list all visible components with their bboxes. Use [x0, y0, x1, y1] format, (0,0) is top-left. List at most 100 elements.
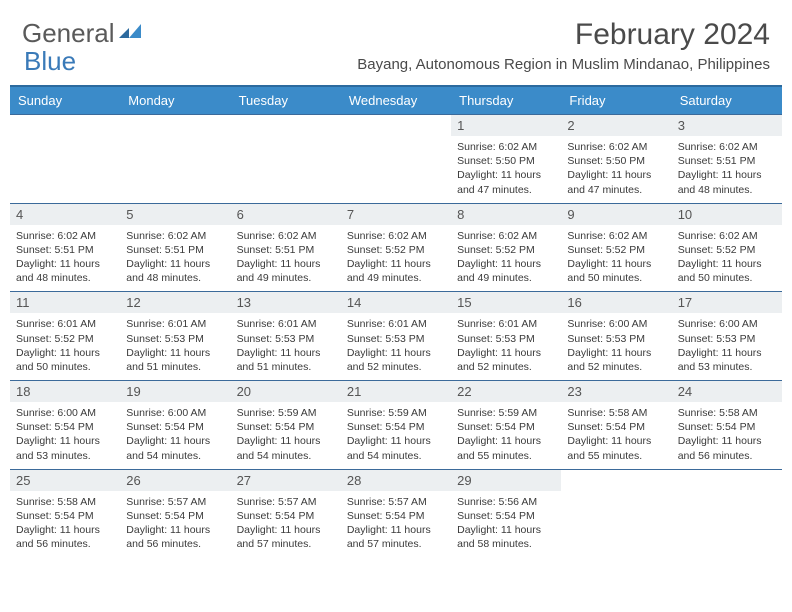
sunset-text: Sunset: 5:53 PM — [347, 332, 445, 346]
day-header: Monday — [120, 86, 230, 115]
calendar-cell — [561, 469, 671, 557]
sunset-text: Sunset: 5:54 PM — [678, 420, 776, 434]
daylight-text: Daylight: 11 hours and 50 minutes. — [678, 257, 776, 285]
sunset-text: Sunset: 5:53 PM — [678, 332, 776, 346]
calendar-cell: 29Sunrise: 5:56 AMSunset: 5:54 PMDayligh… — [451, 469, 561, 557]
sunrise-text: Sunrise: 6:00 AM — [126, 406, 224, 420]
day-number: 15 — [451, 292, 561, 313]
day-number: 22 — [451, 381, 561, 402]
calendar-cell — [672, 469, 782, 557]
day-number: 11 — [10, 292, 120, 313]
sunset-text: Sunset: 5:53 PM — [126, 332, 224, 346]
calendar-cell: 12Sunrise: 6:01 AMSunset: 5:53 PMDayligh… — [120, 292, 230, 381]
day-header: Thursday — [451, 86, 561, 115]
sunset-text: Sunset: 5:54 PM — [347, 420, 445, 434]
day-content: Sunrise: 5:59 AMSunset: 5:54 PMDaylight:… — [231, 402, 341, 469]
sunset-text: Sunset: 5:54 PM — [457, 509, 555, 523]
day-number: 14 — [341, 292, 451, 313]
day-number: 21 — [341, 381, 451, 402]
daylight-text: Daylight: 11 hours and 54 minutes. — [237, 434, 335, 462]
calendar-cell: 21Sunrise: 5:59 AMSunset: 5:54 PMDayligh… — [341, 381, 451, 470]
day-content: Sunrise: 6:02 AMSunset: 5:51 PMDaylight:… — [120, 225, 230, 292]
day-number: 24 — [672, 381, 782, 402]
calendar-week-row: 25Sunrise: 5:58 AMSunset: 5:54 PMDayligh… — [10, 469, 782, 557]
day-content: Sunrise: 6:02 AMSunset: 5:51 PMDaylight:… — [10, 225, 120, 292]
day-header: Saturday — [672, 86, 782, 115]
day-content: Sunrise: 6:02 AMSunset: 5:50 PMDaylight:… — [561, 136, 671, 203]
day-number: 19 — [120, 381, 230, 402]
day-content: Sunrise: 6:02 AMSunset: 5:51 PMDaylight:… — [231, 225, 341, 292]
calendar-cell: 10Sunrise: 6:02 AMSunset: 5:52 PMDayligh… — [672, 203, 782, 292]
logo-flag-icon — [119, 24, 141, 47]
calendar-table: Sunday Monday Tuesday Wednesday Thursday… — [10, 85, 782, 557]
logo-blue-wrap: Blue — [24, 46, 76, 77]
day-number: 26 — [120, 470, 230, 491]
sunrise-text: Sunrise: 6:00 AM — [567, 317, 665, 331]
calendar-cell: 7Sunrise: 6:02 AMSunset: 5:52 PMDaylight… — [341, 203, 451, 292]
calendar-cell: 3 Sunrise: 6:02 AMSunset: 5:51 PMDaylight… — [672, 115, 782, 204]
sunrise-text: Sunrise: 6:02 AM — [678, 229, 776, 243]
calendar-cell: 18Sunrise: 6:00 AMSunset: 5:54 PMDayligh… — [10, 381, 120, 470]
daylight-text: Daylight: 11 hours and 48 minutes. — [678, 168, 776, 196]
daylight-text: Daylight: 11 hours and 53 minutes. — [678, 346, 776, 374]
sunrise-text: Sunrise: 6:02 AM — [16, 229, 114, 243]
daylight-text: Daylight: 11 hours and 48 minutes. — [126, 257, 224, 285]
day-content: Sunrise: 6:01 AMSunset: 5:53 PMDaylight:… — [120, 313, 230, 380]
sunrise-text: Sunrise: 5:58 AM — [678, 406, 776, 420]
day-content: Sunrise: 6:00 AMSunset: 5:53 PMDaylight:… — [672, 313, 782, 380]
sunrise-text: Sunrise: 5:57 AM — [347, 495, 445, 509]
sunset-text: Sunset: 5:54 PM — [16, 420, 114, 434]
sunset-text: Sunset: 5:53 PM — [237, 332, 335, 346]
calendar-cell: 20Sunrise: 5:59 AMSunset: 5:54 PMDayligh… — [231, 381, 341, 470]
day-header: Wednesday — [341, 86, 451, 115]
daylight-text: Daylight: 11 hours and 53 minutes. — [16, 434, 114, 462]
day-content: Sunrise: 6:02 AMSunset: 5:52 PMDaylight:… — [561, 225, 671, 292]
location-subtitle: Bayang, Autonomous Region in Muslim Mind… — [357, 56, 770, 73]
day-content: Sunrise: 5:57 AMSunset: 5:54 PMDaylight:… — [341, 491, 451, 558]
daylight-text: Daylight: 11 hours and 55 minutes. — [567, 434, 665, 462]
sunset-text: Sunset: 5:54 PM — [347, 509, 445, 523]
daylight-text: Daylight: 11 hours and 56 minutes. — [126, 523, 224, 551]
daylight-text: Daylight: 11 hours and 50 minutes. — [16, 346, 114, 374]
daylight-text: Daylight: 11 hours and 49 minutes. — [237, 257, 335, 285]
sunset-text: Sunset: 5:54 PM — [126, 420, 224, 434]
day-content: Sunrise: 6:02 AMSunset: 5:52 PMDaylight:… — [451, 225, 561, 292]
calendar-cell: 24Sunrise: 5:58 AMSunset: 5:54 PMDayligh… — [672, 381, 782, 470]
sunset-text: Sunset: 5:52 PM — [457, 243, 555, 257]
sunset-text: Sunset: 5:51 PM — [16, 243, 114, 257]
day-content: Sunrise: 6:00 AMSunset: 5:53 PMDaylight:… — [561, 313, 671, 380]
sunrise-text: Sunrise: 6:01 AM — [237, 317, 335, 331]
calendar-cell: 5Sunrise: 6:02 AMSunset: 5:51 PMDaylight… — [120, 203, 230, 292]
day-number: 10 — [672, 204, 782, 225]
day-number: 17 — [672, 292, 782, 313]
calendar-cell: 1Sunrise: 6:02 AMSunset: 5:50 PMDaylight… — [451, 115, 561, 204]
daylight-text: Daylight: 11 hours and 57 minutes. — [237, 523, 335, 551]
day-content: Sunrise: 5:58 AMSunset: 5:54 PMDaylight:… — [10, 491, 120, 558]
sunrise-text: Sunrise: 6:01 AM — [347, 317, 445, 331]
day-number: 3 — [672, 115, 782, 136]
sunrise-text: Sunrise: 6:02 AM — [567, 140, 665, 154]
sunset-text: Sunset: 5:51 PM — [126, 243, 224, 257]
day-content: Sunrise: 5:59 AMSunset: 5:54 PMDaylight:… — [451, 402, 561, 469]
day-content: Sunrise: 6:01 AMSunset: 5:53 PMDaylight:… — [231, 313, 341, 380]
sunset-text: Sunset: 5:54 PM — [16, 509, 114, 523]
sunrise-text: Sunrise: 6:02 AM — [678, 140, 776, 154]
sunrise-text: Sunrise: 6:02 AM — [457, 140, 555, 154]
calendar-week-row: 11Sunrise: 6:01 AMSunset: 5:52 PMDayligh… — [10, 292, 782, 381]
day-content: Sunrise: 6:02 AMSunset: 5:50 PMDaylight:… — [451, 136, 561, 203]
daylight-text: Daylight: 11 hours and 52 minutes. — [457, 346, 555, 374]
sunset-text: Sunset: 5:50 PM — [567, 154, 665, 168]
sunset-text: Sunset: 5:52 PM — [567, 243, 665, 257]
day-content: Sunrise: 5:56 AMSunset: 5:54 PMDaylight:… — [451, 491, 561, 558]
day-header: Friday — [561, 86, 671, 115]
day-content: Sunrise: 5:58 AMSunset: 5:54 PMDaylight:… — [561, 402, 671, 469]
sunset-text: Sunset: 5:51 PM — [678, 154, 776, 168]
day-number: 9 — [561, 204, 671, 225]
day-content: Sunrise: 6:01 AMSunset: 5:52 PMDaylight:… — [10, 313, 120, 380]
daylight-text: Daylight: 11 hours and 52 minutes. — [347, 346, 445, 374]
calendar-cell: 14 Sunrise: 6:01 AMSunset: 5:53 PMDayligh… — [341, 292, 451, 381]
day-number: 1 — [451, 115, 561, 136]
day-content: Sunrise: 6:02 AMSunset: 5:52 PMDaylight:… — [672, 225, 782, 292]
sunset-text: Sunset: 5:53 PM — [457, 332, 555, 346]
sunset-text: Sunset: 5:54 PM — [237, 509, 335, 523]
